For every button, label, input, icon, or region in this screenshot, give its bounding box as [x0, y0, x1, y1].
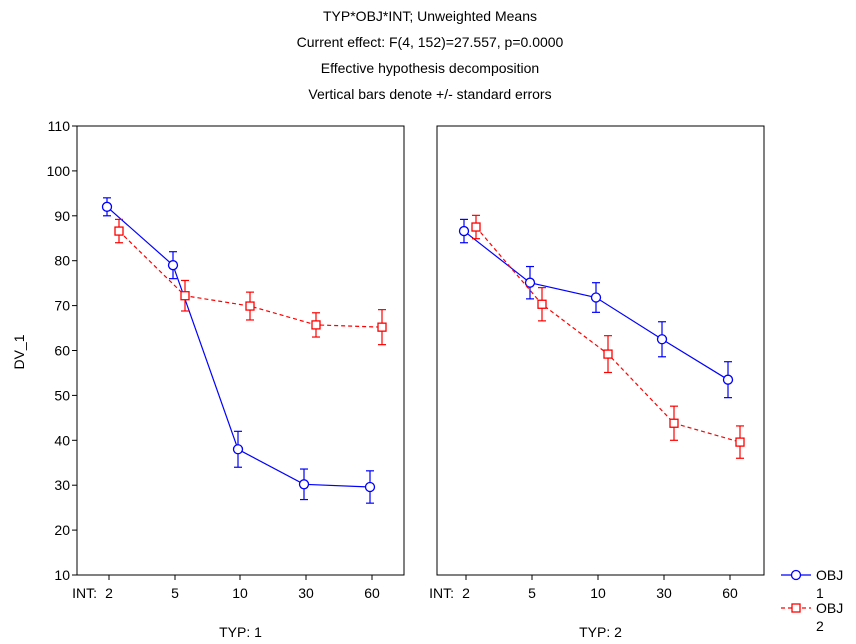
data-point	[114, 226, 124, 236]
title-line-1: TYP*OBJ*INT; Unweighted Means	[323, 8, 537, 24]
x-tick-label: 10	[590, 585, 606, 601]
x-tick-label: 2	[105, 585, 113, 601]
data-point	[311, 320, 321, 330]
x-tick-label: 60	[722, 585, 738, 601]
y-tick-label: 10	[54, 567, 70, 583]
plot-frame	[76, 125, 405, 576]
data-point	[180, 291, 190, 301]
series-obj-2	[114, 218, 387, 346]
panel-2: INT: 2 5 10 30 60 TYP: 2	[429, 125, 765, 640]
y-tick-label: 110	[48, 118, 71, 134]
data-point	[364, 481, 376, 493]
legend-item-obj-1: OBJ 1	[781, 567, 843, 601]
chart-title: TYP*OBJ*INT; Unweighted Means Current ef…	[297, 8, 564, 102]
series-obj-2	[471, 214, 745, 459]
data-point	[471, 222, 481, 232]
y-tick-label: 90	[54, 208, 70, 224]
x-tick-label: 30	[656, 585, 672, 601]
plot-frame	[436, 125, 765, 576]
title-line-2: Current effect: F(4, 152)=27.557, p=0.00…	[297, 34, 564, 50]
series-line	[118, 230, 383, 328]
data-point	[245, 301, 255, 311]
x-tick-label: 30	[298, 585, 314, 601]
data-point	[377, 322, 387, 332]
x-axis-prefix: INT:	[429, 585, 454, 601]
data-point	[656, 334, 668, 345]
legend-marker	[790, 569, 802, 581]
y-tick-label: 50	[54, 387, 70, 403]
data-point	[590, 292, 602, 303]
x-tick-label: 5	[528, 585, 536, 601]
series-obj-1	[458, 218, 734, 399]
legend-title: OBJ	[816, 600, 843, 616]
y-axis-label: DV_1	[11, 334, 27, 369]
data-point	[298, 479, 310, 490]
legend-title: OBJ	[816, 567, 843, 583]
data-point	[735, 437, 745, 447]
title-line-3: Effective hypothesis decomposition	[321, 60, 539, 76]
x-tick-label: 5	[171, 585, 179, 601]
x-axis-prefix: INT:	[72, 585, 97, 601]
y-tick-label: 60	[54, 343, 70, 359]
x-tick-label: 10	[232, 585, 248, 601]
legend-label: 2	[816, 618, 824, 634]
y-tick-label: 70	[54, 298, 70, 314]
data-point	[537, 299, 547, 309]
data-point	[722, 374, 734, 385]
panel-label: TYP: 2	[579, 624, 622, 640]
legend-marker	[791, 603, 801, 613]
x-tick-label: 2	[462, 585, 470, 601]
data-point	[669, 418, 679, 428]
data-point	[167, 260, 179, 271]
y-tick-label: 40	[54, 432, 70, 448]
panel-label: TYP: 1	[219, 624, 262, 640]
y-tick-label: 80	[54, 253, 70, 269]
legend-label: 1	[816, 585, 824, 601]
data-point	[603, 349, 613, 359]
data-point	[458, 225, 470, 237]
panel-1: 10 20 30 40 50 60 70 80 90 100 110 INT: 2 5 10 30 60 TYP:…	[47, 118, 405, 640]
legend-item-obj-2: OBJ 2	[781, 600, 843, 634]
data-point	[232, 444, 244, 455]
x-tick-label: 60	[364, 585, 380, 601]
data-point	[524, 277, 536, 288]
data-point	[101, 201, 113, 212]
y-tick-label: 20	[54, 522, 70, 538]
y-tick-label: 30	[54, 477, 70, 493]
series-obj-1	[101, 197, 376, 504]
title-line-4: Vertical bars denote +/- standard errors	[308, 86, 551, 102]
y-tick-label: 100	[47, 163, 71, 179]
